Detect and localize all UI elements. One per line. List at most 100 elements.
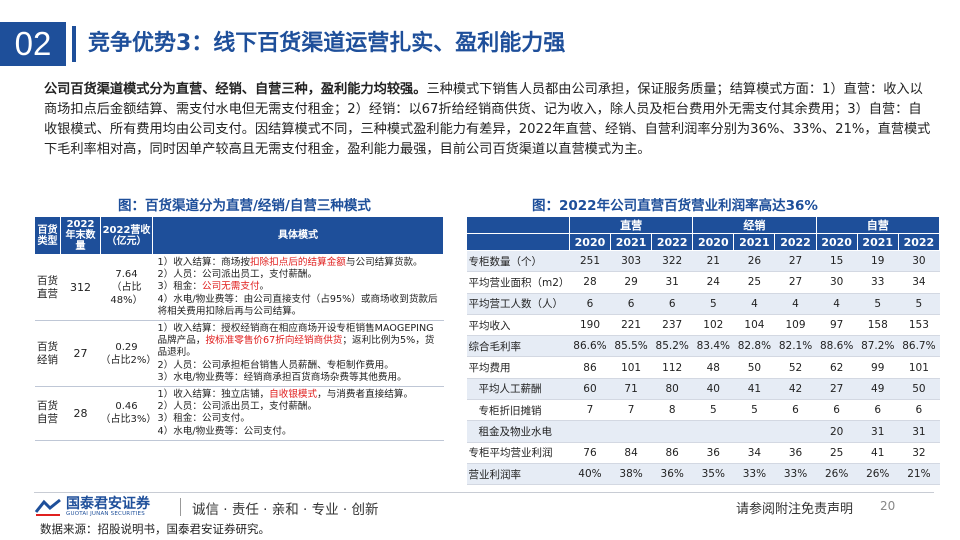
mode-text: 。	[259, 281, 270, 293]
revenue-cell: 7.64 （占比48%）	[100, 254, 153, 322]
value-cell: 26%	[816, 463, 858, 486]
row-label: 租金及物业水电	[466, 420, 570, 443]
table-row: 百货直营 312 7.64 （占比48%） 1）收入结算：商场按扣除扣点后的结算金额与公…	[34, 254, 444, 322]
revenue-share: （占比3%）	[100, 414, 157, 426]
intro-paragraph: 公司百货渠道模式分为直营、经销、自营三种，盈利能力均较强。三种模式下销售人员都由…	[44, 80, 934, 160]
value-cell: 26%	[857, 463, 899, 486]
value-cell: 4	[816, 293, 858, 315]
value-cell: 41	[733, 378, 775, 401]
mode-text: ；返利比例为5%，货品退利。	[157, 335, 435, 359]
value-cell: 84	[610, 442, 652, 464]
value-cell: 80	[651, 378, 693, 401]
disclaimer-link[interactable]: 请参阅附注免责声明	[736, 502, 854, 517]
year-header-row: 2020 2021 2022 2020 2021 2022 2020 2021 2022	[466, 233, 941, 251]
data-source: 数据来源：招股说明书，国泰君安证券研究。	[40, 522, 270, 536]
row-label: 综合毛利率	[466, 335, 570, 358]
mode-text: 3）水电/物业费等：经销商承担百货商场杂费等其他费用。	[157, 371, 407, 383]
value-cell: 41	[857, 442, 899, 464]
row-label: 营业利润率	[466, 463, 570, 486]
row-label: 平均费用	[466, 356, 570, 379]
value-cell: 86	[651, 442, 693, 464]
value-cell: 26	[733, 250, 775, 273]
mode-line: 1）收入结算：独立店铺，自收银模式，与消费者直接结算。	[158, 389, 442, 401]
corner-cell	[466, 216, 570, 234]
col-header-mode: 具体模式	[152, 216, 444, 255]
value-cell: 6	[569, 293, 611, 315]
value-cell: 15	[816, 250, 858, 273]
value-cell: 40%	[569, 463, 611, 486]
mode-text: 3）租金：	[157, 281, 202, 293]
value-cell: 19	[857, 250, 899, 273]
value-cell: 34	[898, 271, 940, 294]
value-cell: 85.5%	[610, 335, 652, 358]
value-cell: 28	[569, 271, 611, 294]
value-cell: 102	[692, 314, 734, 337]
year-header: 2022	[897, 233, 941, 251]
table-row: 百货经销 27 0.29 （占比2%） 1）收入结算：授权经销商在相应商场开设专柜销售M…	[34, 320, 444, 388]
mode-text: 4）水电/物业费等：由公司直接支付（占95%）或商场收到货款后将相关费用扣除后再…	[157, 293, 438, 317]
mode-line: 4）水电/物业费等：公司支付。	[158, 426, 442, 438]
row-label: 平均营工人数（人）	[466, 293, 570, 315]
table-row: 综合毛利率 86.6% 85.5% 85.2% 83.4% 82.8% 82.1% 88.6%…	[466, 335, 940, 358]
value-cell: 40	[692, 378, 734, 401]
value-cell: 25	[816, 442, 858, 464]
mode-cell: 1）收入结算：商场按扣除扣点后的结算金额与公司结算货款。 2）人员：公司派出员工，…	[152, 254, 444, 322]
channel-mode-table: 百货类型 2022年末数量 2022营收（亿元） 具体模式 百货直营 312 7.6…	[34, 216, 444, 441]
mode-line: 2）人员：公司派出员工，支付薪酬。	[158, 401, 442, 413]
row-label: 专柜数量（个）	[466, 250, 570, 273]
value-cell	[610, 420, 652, 443]
value-cell: 32	[898, 442, 940, 464]
left-table-caption: 图：百货渠道分为直营/经销/自营三种模式	[118, 198, 371, 214]
revenue-value: 0.29	[115, 341, 138, 353]
revenue-share: （占比2%）	[100, 354, 157, 366]
section-number: 02	[0, 22, 66, 66]
value-cell: 158	[857, 314, 899, 337]
value-cell: 49	[857, 378, 899, 401]
value-cell: 48	[692, 356, 734, 379]
mode-line: 3）租金：公司支付。	[158, 413, 442, 425]
table-row: 营业利润率 40% 38% 36% 35% 33% 33% 26% 26% 21%	[466, 463, 940, 486]
value-cell: 86.6%	[569, 335, 611, 358]
profit-table: 直营 经销 自营 2020 2021 2022 2020 2021 2022 2020 202…	[466, 216, 941, 486]
value-cell: 27	[774, 271, 817, 294]
value-cell: 5	[692, 293, 734, 315]
logo-text: 国泰君安证券	[66, 496, 150, 512]
page-number: 20	[880, 499, 896, 513]
revenue-cell: 0.46 （占比3%）	[100, 386, 157, 441]
value-cell: 190	[569, 314, 611, 337]
table-row: 专柜折旧摊销 7 7 8 5 5 6 6 6 6	[466, 399, 940, 422]
table-row: 平均营业面积（m2） 28 29 31 24 25 27 30 33 34	[466, 271, 940, 294]
value-cell: 8	[651, 399, 693, 422]
table-row: 租金及物业水电 20 31 31	[466, 420, 940, 443]
value-cell: 35%	[692, 463, 734, 486]
value-cell: 34	[733, 442, 775, 464]
mode-text: 4）水电/物业费等：公司支付。	[157, 425, 292, 437]
table-row: 专柜平均营业利润 76 84 86 36 34 36 25 41 32	[466, 442, 940, 464]
intro-body: 三种模式下销售人员都由公司承担，保证服务质量；结算模式方面：1）直营：收入以商场…	[44, 82, 931, 157]
value-cell: 109	[774, 314, 817, 337]
value-cell: 5	[692, 399, 734, 422]
value-cell: 85.2%	[651, 335, 693, 358]
value-cell: 5	[733, 399, 775, 422]
value-cell: 6	[774, 399, 817, 422]
group-header-dealer: 经销	[692, 216, 817, 234]
type-cell: 百货自营	[34, 386, 61, 441]
value-cell: 101	[898, 356, 940, 379]
value-cell: 31	[857, 420, 899, 443]
value-cell: 101	[610, 356, 652, 379]
section-divider	[72, 26, 76, 62]
revenue-value: 7.64	[115, 269, 138, 280]
mode-text: 与公司结算货款。	[345, 257, 423, 268]
table-row: 平均人工薪酬 60 71 80 40 41 42 27 49 50	[466, 378, 940, 401]
value-cell: 27	[774, 250, 817, 273]
col-header-count: 2022年末数量	[60, 216, 101, 255]
table-row: 专柜数量（个） 251 303 322 21 26 27 15 19 30	[466, 250, 940, 273]
mode-text: 2）人员：公司派出员工，支付薪酬。	[157, 401, 318, 413]
year-header: 2020	[692, 233, 735, 251]
mode-line: 4）水电/物业费等：由公司直接支付（占95%）或商场收到货款后将相关费用扣除后再…	[158, 294, 442, 318]
count-cell: 27	[60, 320, 101, 388]
table-header-row: 百货类型 2022年末数量 2022营收（亿元） 具体模式	[34, 216, 444, 255]
value-cell: 36	[774, 442, 817, 464]
value-cell: 4	[733, 293, 775, 315]
value-cell: 88.6%	[816, 335, 858, 358]
